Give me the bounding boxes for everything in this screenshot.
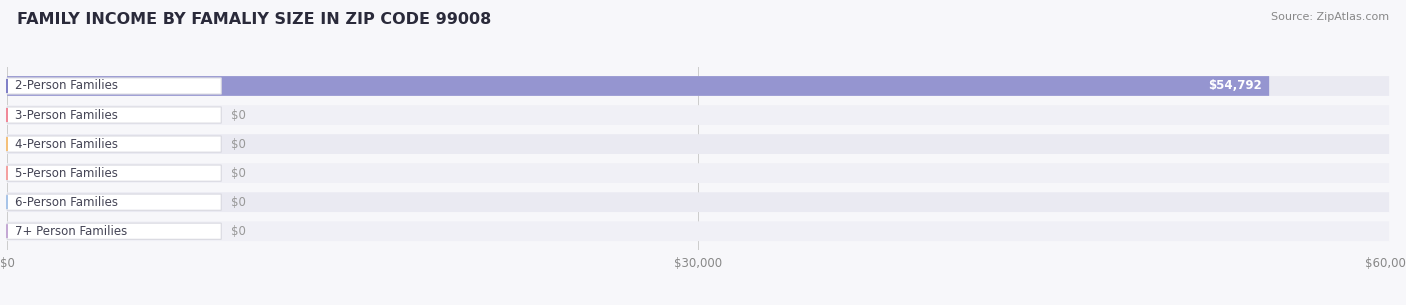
FancyBboxPatch shape (7, 165, 221, 181)
Text: $0: $0 (231, 109, 246, 121)
FancyBboxPatch shape (7, 136, 221, 152)
FancyBboxPatch shape (7, 105, 1389, 125)
Text: FAMILY INCOME BY FAMALIY SIZE IN ZIP CODE 99008: FAMILY INCOME BY FAMALIY SIZE IN ZIP COD… (17, 12, 491, 27)
FancyBboxPatch shape (7, 107, 221, 123)
FancyBboxPatch shape (7, 76, 1389, 96)
Text: 7+ Person Families: 7+ Person Families (15, 225, 128, 238)
FancyBboxPatch shape (7, 134, 1389, 154)
Text: $54,792: $54,792 (1209, 80, 1263, 92)
Text: 5-Person Families: 5-Person Families (15, 167, 118, 180)
Text: $0: $0 (231, 167, 246, 180)
FancyBboxPatch shape (7, 163, 1389, 183)
Text: 3-Person Families: 3-Person Families (15, 109, 118, 121)
Text: $0: $0 (231, 225, 246, 238)
Text: 4-Person Families: 4-Person Families (15, 138, 118, 151)
FancyBboxPatch shape (7, 221, 1389, 241)
FancyBboxPatch shape (7, 76, 1270, 96)
FancyBboxPatch shape (7, 192, 1389, 212)
FancyBboxPatch shape (7, 223, 221, 239)
Text: $0: $0 (231, 138, 246, 151)
Text: $0: $0 (231, 196, 246, 209)
Text: 6-Person Families: 6-Person Families (15, 196, 118, 209)
Text: 2-Person Families: 2-Person Families (15, 80, 118, 92)
Text: Source: ZipAtlas.com: Source: ZipAtlas.com (1271, 12, 1389, 22)
FancyBboxPatch shape (7, 194, 221, 210)
FancyBboxPatch shape (7, 78, 221, 94)
